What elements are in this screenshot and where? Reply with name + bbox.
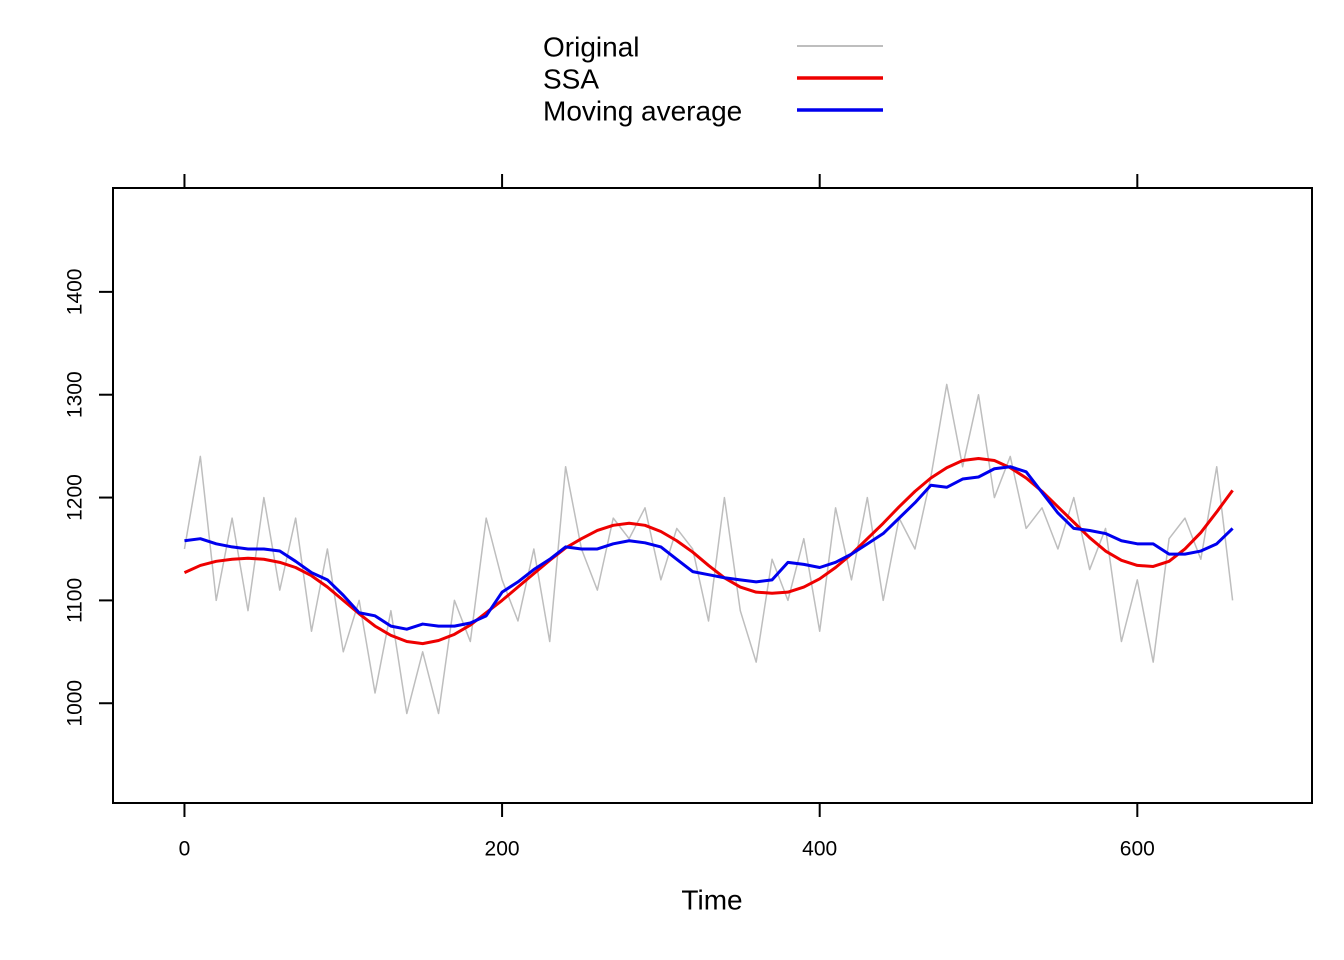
legend-label: Original [543,31,639,62]
series-line [184,465,1234,631]
series-line [183,383,1234,715]
legend-label: Moving average [543,95,742,126]
legend-label: SSA [543,63,599,94]
plot-box [112,187,1313,804]
y-tick-label: 1200 [64,474,87,521]
y-tick-label: 1400 [64,269,87,316]
x-tick-label: 200 [485,838,520,861]
x-axis-label: Time [681,884,742,915]
y-tick-label: 1000 [64,680,87,727]
y-tick-label: 1300 [64,371,87,418]
x-tick-label: 400 [802,838,837,861]
x-tick-label: 0 [179,838,191,861]
x-tick-label: 600 [1120,838,1155,861]
y-tick-label: 1100 [64,578,87,623]
